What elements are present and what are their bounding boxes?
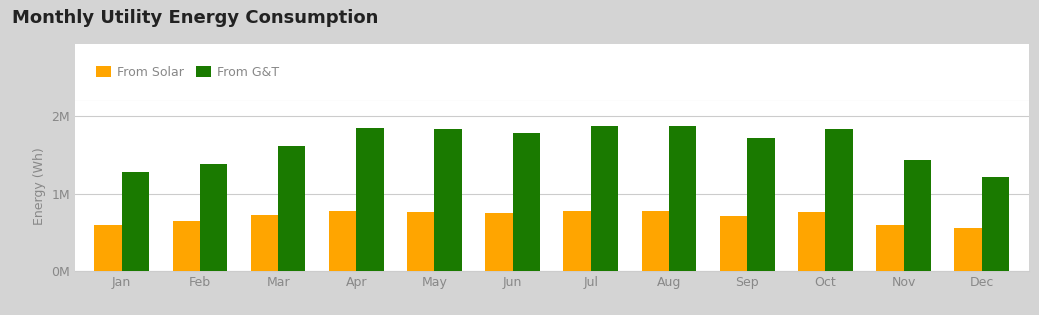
Legend: From Solar, From G&T: From Solar, From G&T bbox=[90, 61, 285, 84]
Bar bbox=[329, 211, 356, 271]
Bar bbox=[825, 129, 853, 271]
Bar bbox=[199, 164, 228, 271]
Bar bbox=[278, 146, 305, 271]
Text: Monthly Utility Energy Consumption: Monthly Utility Energy Consumption bbox=[12, 9, 379, 27]
Bar bbox=[95, 225, 122, 271]
Bar bbox=[904, 160, 931, 271]
Bar bbox=[434, 129, 461, 271]
Bar bbox=[876, 225, 904, 271]
Bar bbox=[747, 138, 774, 271]
Bar bbox=[356, 128, 383, 271]
Bar bbox=[250, 215, 278, 271]
Bar bbox=[591, 126, 618, 271]
Bar bbox=[407, 212, 434, 271]
Bar bbox=[798, 212, 825, 271]
Bar bbox=[982, 177, 1009, 271]
Bar bbox=[669, 126, 696, 271]
Bar bbox=[512, 133, 540, 271]
Y-axis label: Energy (Wh): Energy (Wh) bbox=[32, 147, 46, 225]
Bar bbox=[485, 213, 512, 271]
Bar bbox=[955, 228, 982, 271]
Bar bbox=[563, 211, 591, 271]
Bar bbox=[642, 211, 669, 271]
Bar bbox=[122, 172, 149, 271]
Bar bbox=[172, 221, 199, 271]
Bar bbox=[720, 216, 747, 271]
